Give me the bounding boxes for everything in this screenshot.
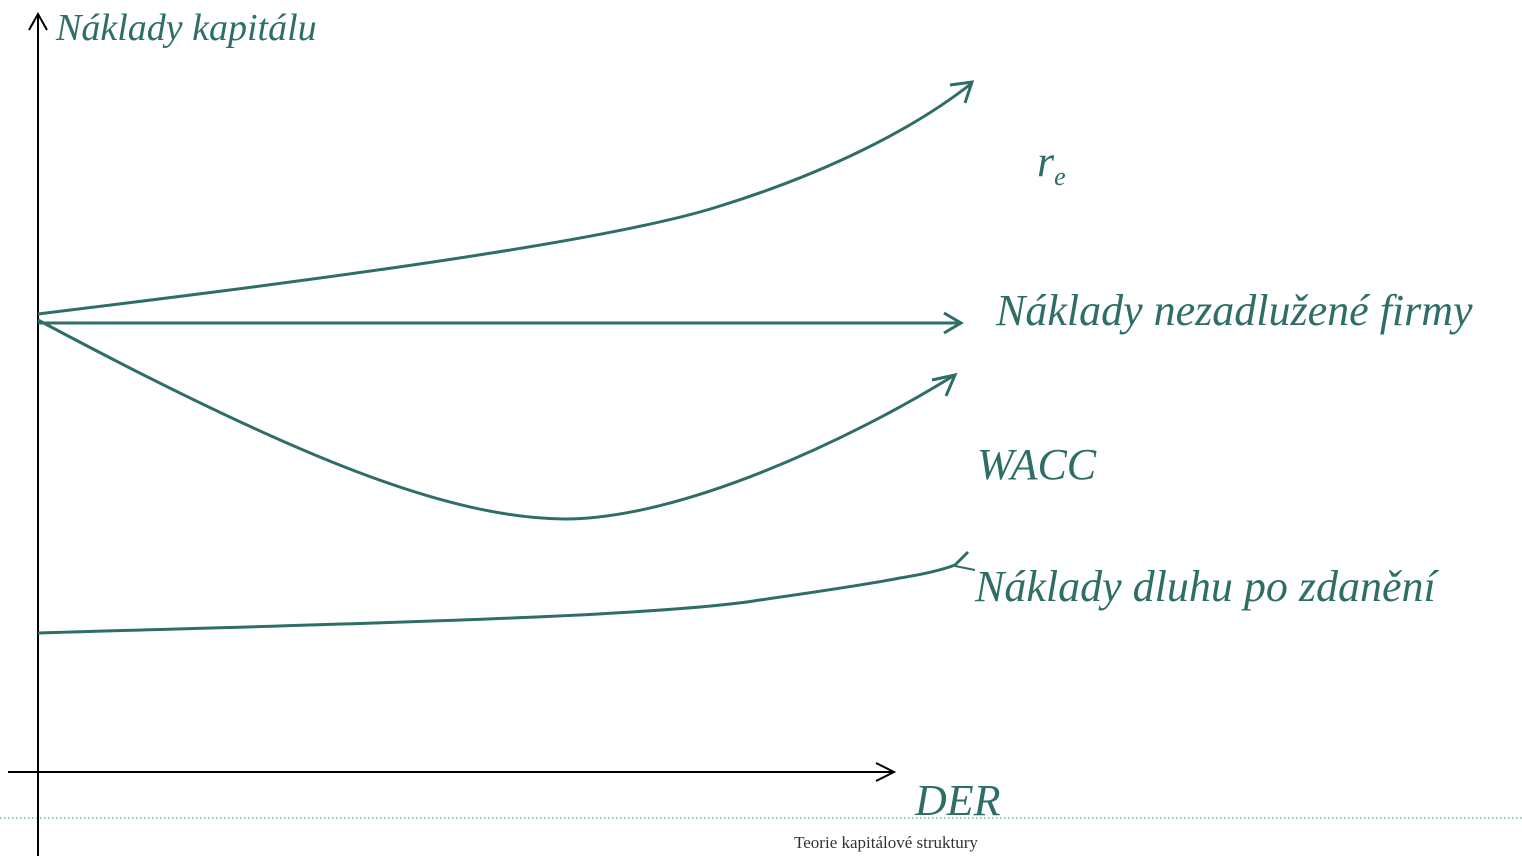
cost-of-equity-label-subscript: e (1054, 162, 1066, 191)
unlevered-cost-arrowhead (943, 311, 964, 335)
footer-title: Teorie kapitálové struktury (794, 833, 978, 852)
wacc-arrowhead (931, 372, 958, 397)
wacc-label: WACC (977, 440, 1097, 489)
cost-of-equity-arrowhead (949, 80, 975, 104)
debt-cost-curve (37, 550, 970, 635)
wacc-curve (37, 318, 954, 521)
debt-cost-label-tick (954, 565, 976, 571)
x-axis-arrowhead (875, 762, 897, 782)
cost-of-equity-curve (37, 81, 973, 316)
y-axis-label: Náklady kapitálu (55, 7, 317, 49)
y-axis-arrowhead (28, 11, 48, 31)
unlevered-cost-label: Náklady nezadlužené firmy (995, 286, 1473, 335)
cost-of-equity-label-main: r (1037, 137, 1055, 186)
x-axis-label: DER (914, 776, 1001, 825)
debt-cost-label: Náklady dluhu po zdanění (974, 562, 1440, 611)
cost-of-equity-label: re (1037, 137, 1066, 191)
